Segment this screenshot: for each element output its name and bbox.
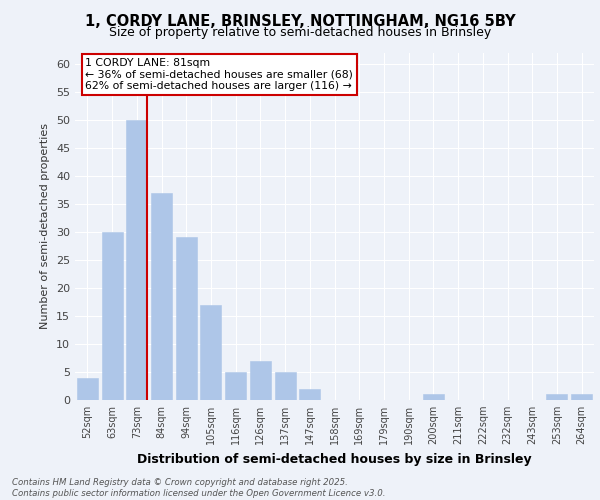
Text: Size of property relative to semi-detached houses in Brinsley: Size of property relative to semi-detach… [109,26,491,39]
Bar [77,378,98,400]
Bar [176,238,197,400]
Bar [101,232,122,400]
Y-axis label: Number of semi-detached properties: Number of semi-detached properties [40,123,50,329]
Text: 1, CORDY LANE, BRINSLEY, NOTTINGHAM, NG16 5BY: 1, CORDY LANE, BRINSLEY, NOTTINGHAM, NG1… [85,14,515,29]
Bar [250,361,271,400]
Bar [225,372,246,400]
Bar [547,394,568,400]
X-axis label: Distribution of semi-detached houses by size in Brinsley: Distribution of semi-detached houses by … [137,452,532,466]
Text: Contains HM Land Registry data © Crown copyright and database right 2025.
Contai: Contains HM Land Registry data © Crown c… [12,478,386,498]
Bar [126,120,147,400]
Text: 1 CORDY LANE: 81sqm
← 36% of semi-detached houses are smaller (68)
62% of semi-d: 1 CORDY LANE: 81sqm ← 36% of semi-detach… [85,58,353,91]
Bar [200,304,221,400]
Bar [275,372,296,400]
Bar [571,394,592,400]
Bar [151,192,172,400]
Bar [299,389,320,400]
Bar [423,394,444,400]
